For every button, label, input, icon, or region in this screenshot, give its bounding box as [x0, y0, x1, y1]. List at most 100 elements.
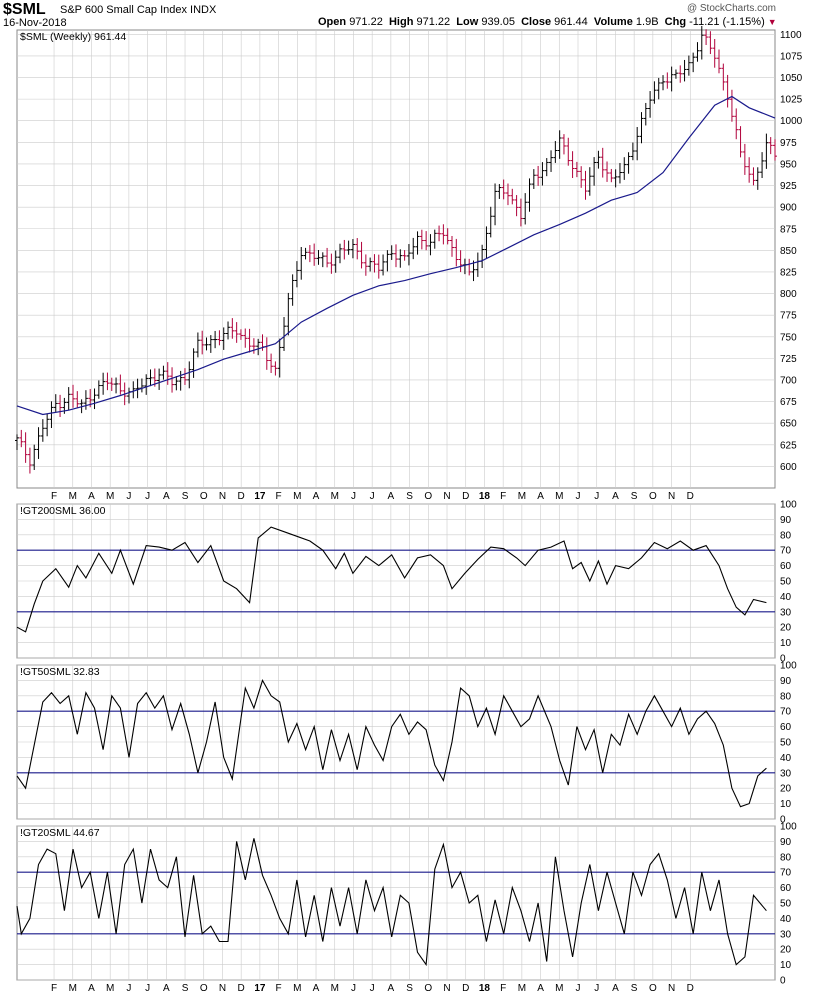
ohlc-bar [437, 225, 442, 242]
panel-0: 600 625 650 675 700 725 750 775 800 825 850 875 900 9… [15, 25, 803, 502]
x-tick-label: O [424, 491, 432, 502]
ohlc-bar [673, 69, 678, 79]
x-tick-label: D [238, 491, 245, 502]
ohlc-bar [96, 380, 101, 399]
ohlc-bar [613, 169, 618, 188]
y-tick-label: 50 [780, 738, 792, 749]
ohlc-bar [320, 252, 325, 268]
ohlc-bar [40, 419, 45, 442]
ohlc-bar [471, 260, 476, 282]
x-tick-label: 18 [479, 491, 491, 502]
ohlc-bar [307, 245, 312, 263]
ohlc-bar [669, 66, 674, 92]
ohlc-bar [712, 38, 717, 68]
ohlc-bar [514, 195, 519, 217]
ohlc-bar [282, 317, 287, 351]
ohlc-bar [630, 142, 635, 161]
y-tick-label: 650 [780, 419, 797, 430]
ohlc-bar [178, 370, 183, 391]
x-tick-label: J [594, 491, 599, 502]
ohlc-bar [372, 254, 377, 273]
ohlc-bar [605, 161, 610, 182]
ohlc-bar [699, 25, 704, 60]
ohlc-bar [596, 150, 601, 169]
ohlc-bar [536, 165, 541, 186]
open-label: Open [318, 16, 347, 28]
x-tick-label: J [126, 983, 131, 994]
chg-value: -11.21 (-1.15%) [689, 16, 765, 28]
breadth-line [16, 679, 767, 808]
ohlc-bar [742, 143, 747, 175]
y-tick-label: 20 [780, 945, 792, 956]
x-tick-label: D [687, 983, 694, 994]
ohlc-bar [45, 413, 50, 437]
y-tick-label: 80 [780, 852, 792, 863]
x-tick-label: A [388, 491, 395, 502]
y-tick-label: 60 [780, 722, 792, 733]
ohlc-bar [299, 246, 304, 280]
ohlc-bar [583, 170, 588, 200]
x-tick-label: N [219, 983, 226, 994]
ohlc-bar [691, 52, 696, 73]
ohlc-bar [350, 239, 355, 259]
ohlc-bar [165, 362, 170, 385]
x-tick-label: M [331, 983, 339, 994]
ohlc-bar [269, 353, 274, 373]
ohlc-bar [316, 250, 321, 265]
y-tick-label: 90 [780, 837, 792, 848]
x-tick-label: J [126, 491, 131, 502]
x-tick-label: J [370, 983, 375, 994]
y-tick-label: 600 [780, 462, 797, 473]
ohlc-bar [363, 254, 368, 276]
x-tick-label: M [69, 983, 77, 994]
y-tick-label: 90 [780, 515, 792, 526]
index-name: S&P 600 Small Cap Index INDX [60, 4, 216, 16]
y-tick-label: 1025 [780, 95, 803, 106]
ohlc-bar [557, 130, 562, 159]
ohlc-bar [273, 361, 278, 376]
ohlc-bar [70, 384, 75, 408]
high-value: 971.22 [416, 16, 451, 28]
ohlc-bar [764, 133, 769, 169]
ohlc-bar [157, 368, 162, 390]
ohlc-bar [187, 361, 192, 389]
ohlc-bar [325, 247, 330, 268]
x-tick-label: A [313, 491, 320, 502]
ohlc-bar [226, 321, 231, 340]
watermark[interactable]: @ StockCharts.com [686, 3, 776, 14]
x-tick-label: A [537, 983, 544, 994]
x-tick-label: M [518, 491, 526, 502]
ohlc-bar [36, 427, 41, 459]
ohlc-bar [32, 444, 37, 471]
x-tick-label: F [51, 983, 57, 994]
x-tick-label: N [219, 491, 226, 502]
breadth-line [16, 526, 767, 633]
x-tick-label: M [518, 983, 526, 994]
ohlc-bar [161, 365, 166, 380]
x-tick-label: F [500, 983, 506, 994]
ohlc-bar [497, 184, 502, 199]
ohlc-bar [355, 238, 360, 260]
ohlc-bar [587, 167, 592, 196]
ohlc-bar [385, 250, 390, 272]
ohlc-bar [234, 322, 239, 343]
ohlc-bar [411, 237, 416, 260]
ohlc-bar [505, 183, 510, 206]
close-label: Close [521, 16, 552, 28]
open-value: 971.22 [349, 16, 383, 28]
x-tick-label: O [424, 983, 432, 994]
x-tick-label: J [145, 983, 150, 994]
ohlc-bar [174, 376, 179, 391]
ohlc-bar [277, 338, 282, 378]
ohlc-bar [182, 368, 187, 385]
ohlc-bar [256, 338, 261, 356]
ohlc-bar [247, 328, 252, 353]
high-label: High [388, 16, 414, 28]
x-tick-label: F [276, 491, 282, 502]
ohlc-bar [170, 367, 175, 393]
ohlc-bar [376, 254, 381, 279]
ohlc-bar [394, 244, 398, 268]
x-tick-label: 18 [479, 983, 491, 994]
ohlc-bar [721, 63, 726, 91]
